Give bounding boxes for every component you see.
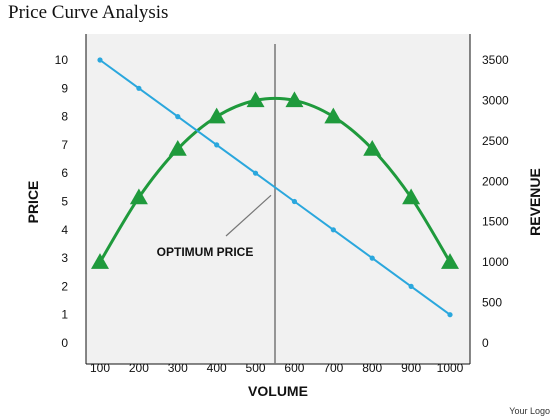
price-point bbox=[291, 198, 298, 205]
x-tick-label: 400 bbox=[207, 361, 227, 375]
y-right-tick-label: 3500 bbox=[482, 53, 509, 67]
revenue-point bbox=[441, 253, 459, 269]
y-right-tick-label: 2500 bbox=[482, 134, 509, 148]
y-left-tick-label: 9 bbox=[61, 81, 68, 95]
x-axis-title: VOLUME bbox=[248, 383, 308, 399]
y-left-tick-label: 5 bbox=[61, 195, 68, 209]
y-left-tick-label: 1 bbox=[61, 308, 68, 322]
x-tick-label: 1000 bbox=[437, 361, 464, 375]
price-point bbox=[447, 312, 453, 318]
y-right-tick-label: 1000 bbox=[482, 255, 509, 269]
y-left-tick-label: 4 bbox=[61, 223, 68, 237]
revenue-series-line bbox=[98, 96, 452, 263]
x-tick-label: 900 bbox=[401, 361, 421, 375]
revenue-point bbox=[285, 91, 304, 108]
y-right-tick-label: 3000 bbox=[482, 93, 509, 107]
x-tick-label: 700 bbox=[323, 361, 343, 375]
y-left-tick-label: 7 bbox=[61, 138, 68, 152]
price-point bbox=[175, 114, 181, 120]
revenue-point bbox=[363, 139, 382, 156]
y-left-tick-label: 10 bbox=[55, 53, 69, 67]
revenue-point bbox=[207, 107, 226, 124]
price-point bbox=[97, 57, 103, 63]
y-left-tick-label: 6 bbox=[61, 166, 68, 180]
chart-title: Price Curve Analysis bbox=[8, 2, 169, 23]
revenue-point bbox=[246, 91, 265, 108]
x-tick-label: 600 bbox=[284, 361, 304, 375]
y-left-axis-title: PRICE bbox=[25, 181, 41, 224]
y-right-axis-title: REVENUE bbox=[527, 168, 543, 236]
y-right-tick-label: 0 bbox=[482, 336, 489, 350]
price-point bbox=[408, 283, 414, 289]
price-point bbox=[369, 255, 375, 261]
x-tick-label: 300 bbox=[168, 361, 188, 375]
x-tick-label: 800 bbox=[362, 361, 382, 375]
x-tick-label: 200 bbox=[129, 361, 149, 375]
revenue-point bbox=[402, 188, 421, 205]
price-point bbox=[214, 142, 220, 148]
y-left-tick-label: 8 bbox=[61, 110, 68, 124]
price-point bbox=[252, 170, 259, 176]
y-right-tick-label: 1500 bbox=[482, 215, 509, 229]
optimum-leader-line bbox=[225, 194, 272, 237]
revenue-point bbox=[129, 188, 148, 205]
footer-logo-text: Your Logo bbox=[509, 406, 550, 416]
optimum-price-label: OPTIMUM PRICE bbox=[157, 245, 254, 259]
y-right-tick-label: 500 bbox=[482, 296, 502, 310]
price-point bbox=[330, 227, 336, 233]
y-left-tick-label: 3 bbox=[61, 251, 68, 265]
revenue-point bbox=[324, 107, 343, 124]
revenue-point bbox=[168, 139, 187, 156]
y-left-tick-label: 0 bbox=[61, 336, 68, 350]
y-right-tick-label: 2000 bbox=[482, 174, 509, 188]
price-point bbox=[136, 85, 142, 91]
y-left-tick-label: 2 bbox=[61, 279, 68, 293]
x-tick-label: 500 bbox=[246, 361, 266, 375]
revenue-point bbox=[91, 253, 109, 269]
x-tick-label: 100 bbox=[90, 361, 110, 375]
price-series-line bbox=[99, 59, 451, 316]
